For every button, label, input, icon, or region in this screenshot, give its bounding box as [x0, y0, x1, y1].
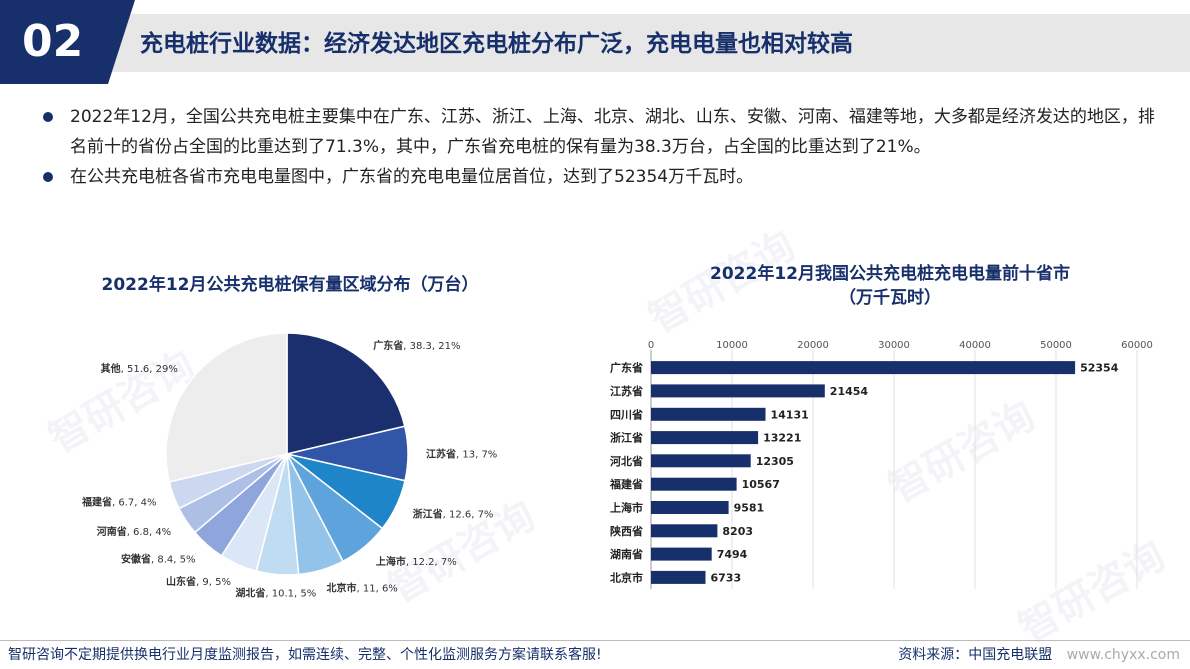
bar-value-label: 21454: [830, 385, 869, 398]
bullet-item: 2022年12月，全国公共充电桩主要集中在广东、江苏、浙江、上海、北京、湖北、山…: [40, 102, 1160, 162]
y-tick-label: 上海市: [610, 501, 643, 515]
y-tick-label: 江苏省: [610, 384, 643, 398]
bar-value-label: 8203: [722, 525, 753, 538]
y-tick-label: 四川省: [610, 407, 643, 421]
section-number-badge: [0, 0, 135, 84]
x-tick-label: 60000: [1121, 340, 1153, 351]
pie-slice: [286, 332, 406, 455]
bar: [651, 501, 729, 514]
bar: [651, 547, 712, 561]
pie-slice: [165, 332, 288, 483]
bar: [651, 524, 718, 538]
bar-value-label: 14131: [771, 408, 809, 421]
bar-value-label: 9581: [734, 502, 765, 515]
bar-value-label: 7494: [717, 548, 748, 561]
x-tick-label: 30000: [878, 340, 910, 351]
bullet-item: 在公共充电桩各省市充电电量图中，广东省的充电电量位居首位，达到了52354万千瓦…: [40, 162, 1160, 192]
bar: [651, 454, 751, 468]
pie-slice-label: 山东省, 9, 5%: [166, 575, 231, 588]
pie-slice-label: 河南省, 6.8, 4%: [97, 525, 171, 538]
pie-slice-label: 北京市, 11, 6%: [327, 581, 398, 594]
x-tick-label: 40000: [959, 340, 991, 351]
bar-chart-title-line: 2022年12月我国公共充电桩充电电量前十省市: [710, 264, 1070, 284]
bullet-text: 2022年12月，全国公共充电桩主要集中在广东、江苏、浙江、上海、北京、湖北、山…: [70, 107, 1155, 157]
pie-slice-label: 浙江省, 12.6, 7%: [413, 508, 494, 521]
pie-slice-label: 安徽省, 8.4, 5%: [121, 553, 195, 566]
source-text: 资料来源：中国充电联盟: [898, 647, 1053, 663]
x-tick-label: 50000: [1040, 340, 1072, 351]
pie-chart: 广东省, 38.3, 21% 江苏省, 13, 7% 浙江省, 12.6, 7% 上海…: [81, 332, 497, 600]
pie-slice-label: 上海市, 12.2, 7%: [376, 555, 457, 568]
footer-divider: [0, 640, 1190, 641]
bar: [651, 384, 825, 398]
bullet-icon: [43, 172, 53, 182]
y-tick-label: 湖南省: [610, 547, 643, 561]
pie-slice-label: 湖北省, 10.1, 5%: [235, 587, 316, 600]
y-tick-label: 浙江省: [610, 431, 643, 445]
x-tick-label: 10000: [716, 340, 748, 351]
x-tick-label: 20000: [797, 340, 829, 351]
bar-chart-title: 2022年12月我国公共充电桩充电电量前十省市 （万千瓦时）: [630, 262, 1150, 310]
header-bar: 02 充电桩行业数据：经济发达地区充电桩分布广泛，充电电量也相对较高: [0, 0, 1190, 84]
bar-value-label: 13221: [763, 432, 801, 445]
bullet-list: 2022年12月，全国公共充电桩主要集中在广东、江苏、浙江、上海、北京、湖北、山…: [40, 102, 1160, 192]
bar-value-label: 52354: [1080, 362, 1119, 375]
pie-chart-title: 2022年12月公共充电桩保有量区域分布（万台）: [101, 275, 479, 295]
footer-note: 智研咨询不定期提供换电行业月度监测报告，如需连续、完整、个性化监测服务方案请联系…: [8, 647, 602, 663]
footer-source: 资料来源：中国充电联盟 www.chyxx.com: [898, 644, 1180, 664]
section-number: 02: [22, 16, 84, 67]
y-tick-label: 河北省: [610, 454, 643, 468]
bar: [651, 570, 706, 584]
x-tick-label: 0: [648, 340, 654, 351]
y-tick-label: 广东省: [610, 361, 643, 375]
bar: [651, 407, 766, 421]
bar: [651, 431, 759, 445]
y-tick-label: 陕西省: [610, 524, 643, 538]
bar-chart-title-line: （万千瓦时）: [839, 288, 941, 308]
pie-slice-label: 江苏省, 13, 7%: [426, 447, 497, 460]
pie-slice-label: 广东省, 38.3, 21%: [373, 339, 460, 352]
bullet-text: 在公共充电桩各省市充电电量图中，广东省的充电电量位居首位，达到了52354万千瓦…: [70, 167, 754, 187]
header-background: [100, 14, 1190, 72]
bar-chart: 0 10000 20000 30000 40000 50000 60000 广东省 52354 江…: [609, 340, 1153, 589]
bar-value-label: 10567: [742, 478, 780, 491]
website-link[interactable]: www.chyxx.com: [1066, 647, 1180, 663]
bar: [651, 361, 1076, 375]
pie-slice-label: 福建省, 6.7, 4%: [81, 496, 156, 509]
bullet-icon: [43, 112, 53, 122]
bar-value-label: 6733: [711, 571, 742, 584]
pie-slice-label: 其他, 51.6, 29%: [101, 362, 178, 375]
y-tick-label: 福建省: [609, 477, 643, 491]
page-title: 充电桩行业数据：经济发达地区充电桩分布广泛，充电电量也相对较高: [140, 31, 853, 57]
bar-value-label: 12305: [756, 455, 794, 468]
bar: [651, 477, 737, 491]
y-tick-label: 北京市: [610, 570, 643, 584]
